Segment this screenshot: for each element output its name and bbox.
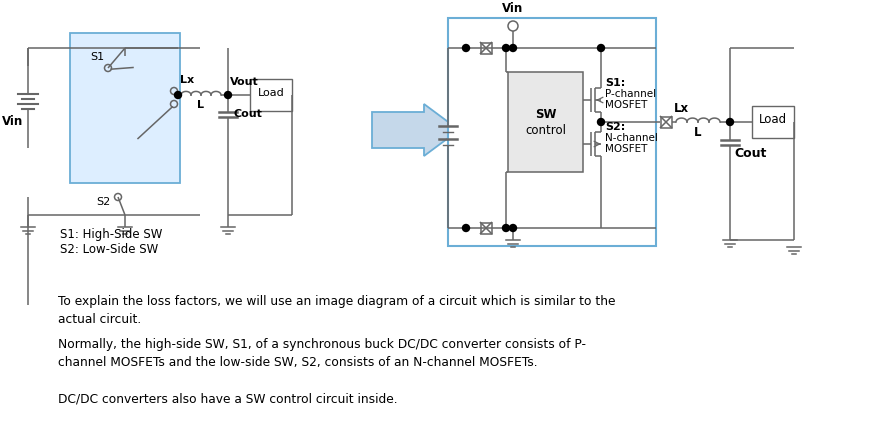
Text: Vin: Vin (2, 115, 23, 128)
Text: P-channel: P-channel (605, 89, 656, 99)
Circle shape (598, 44, 605, 52)
Text: DC/DC converters also have a SW control circuit inside.: DC/DC converters also have a SW control … (58, 393, 398, 406)
FancyBboxPatch shape (752, 106, 794, 138)
Text: S1: S1 (90, 52, 104, 62)
Text: S1: High-Side SW: S1: High-Side SW (60, 228, 163, 241)
Circle shape (510, 44, 517, 52)
Text: Normally, the high-side SW, S1, of a synchronous buck DC/DC converter consists o: Normally, the high-side SW, S1, of a syn… (58, 338, 586, 369)
Circle shape (502, 44, 510, 52)
Text: Cout: Cout (734, 147, 766, 160)
Circle shape (224, 92, 231, 98)
Circle shape (174, 92, 181, 98)
Text: control: control (525, 123, 566, 136)
FancyBboxPatch shape (508, 72, 583, 172)
Text: MOSFET: MOSFET (605, 100, 648, 110)
Circle shape (598, 119, 605, 126)
Text: Lx: Lx (674, 102, 689, 115)
Text: Vout: Vout (230, 77, 259, 87)
Text: L: L (694, 126, 701, 139)
Text: N-channel: N-channel (605, 133, 658, 143)
Circle shape (463, 44, 470, 52)
Bar (661, 117, 671, 128)
Circle shape (510, 224, 517, 231)
Bar (480, 222, 492, 233)
FancyBboxPatch shape (250, 79, 292, 111)
Text: Vin: Vin (502, 2, 524, 15)
Text: S2: Low-Side SW: S2: Low-Side SW (60, 243, 158, 256)
Text: MOSFET: MOSFET (605, 144, 648, 154)
Text: SW: SW (535, 108, 556, 120)
Text: Lx: Lx (180, 75, 194, 85)
Text: Load: Load (258, 88, 284, 98)
Circle shape (502, 224, 510, 231)
Text: To explain the loss factors, we will use an image diagram of a circuit which is : To explain the loss factors, we will use… (58, 295, 615, 326)
Text: S2:: S2: (605, 122, 626, 132)
Bar (480, 43, 492, 53)
Circle shape (463, 224, 470, 231)
Text: S2: S2 (96, 197, 110, 207)
Text: Cout: Cout (233, 109, 262, 119)
Text: L: L (197, 100, 204, 110)
Polygon shape (372, 104, 459, 156)
FancyBboxPatch shape (448, 18, 656, 246)
FancyBboxPatch shape (70, 33, 180, 183)
Text: S1:: S1: (605, 78, 626, 88)
Circle shape (727, 119, 734, 126)
Text: Load: Load (759, 113, 787, 126)
